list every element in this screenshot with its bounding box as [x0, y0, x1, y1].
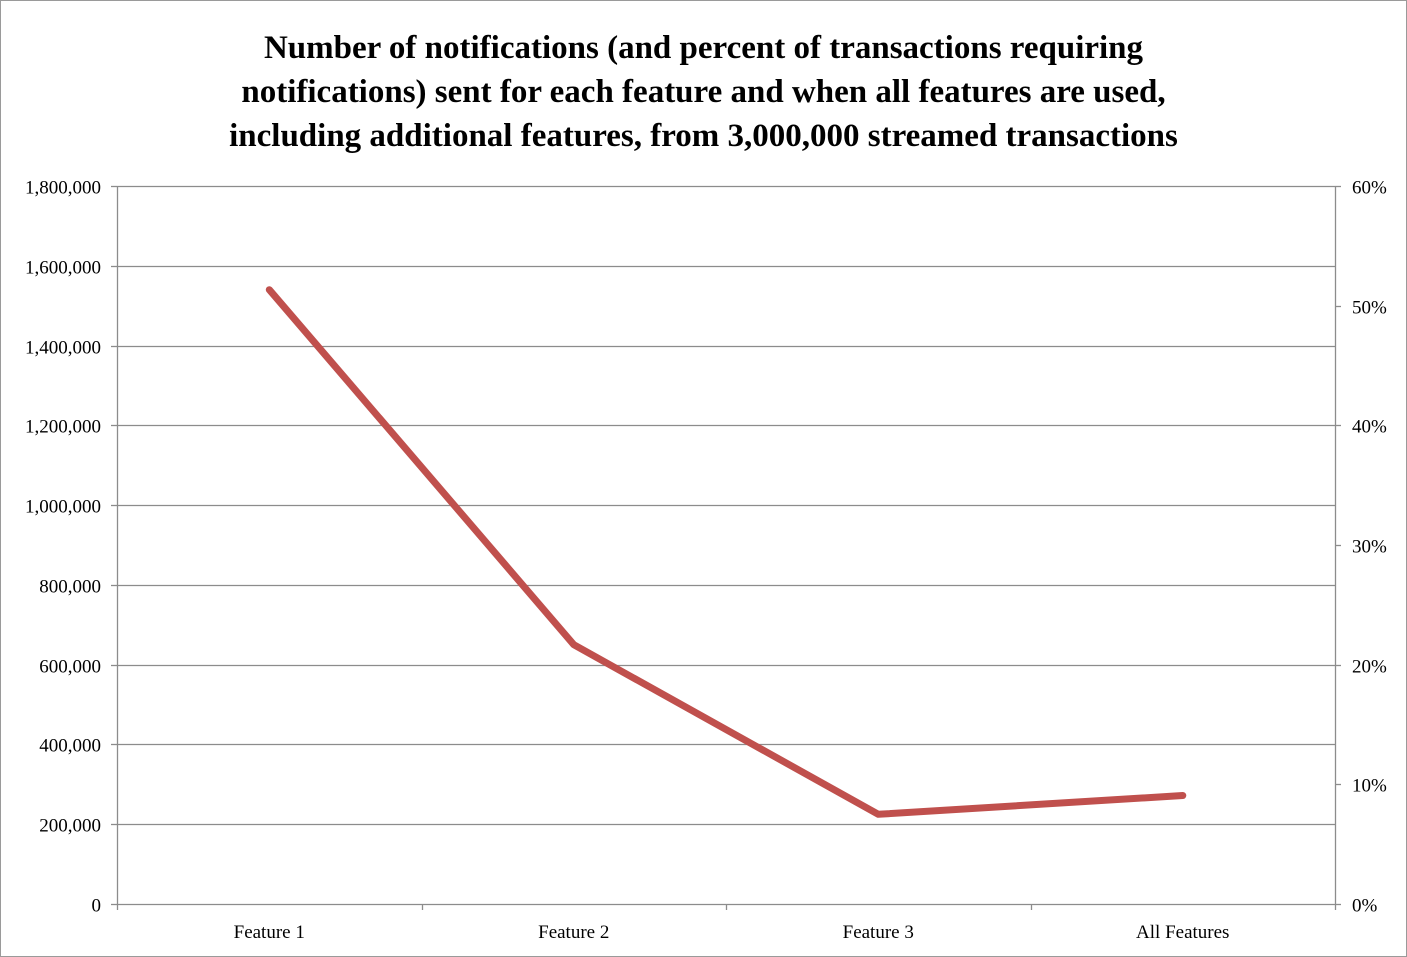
x-tick-label: All Features: [1136, 922, 1229, 943]
x-tick-label: Feature 3: [843, 922, 914, 943]
y-right-tick-label: 60%: [1352, 178, 1387, 199]
chart-title: Number of notifications (and percent of …: [0, 26, 1407, 158]
y-left-tick-label: 200,000: [39, 816, 101, 837]
y-right-tick-label: 10%: [1352, 776, 1387, 797]
y-left-tick-label: 400,000: [39, 736, 101, 757]
chart-title-line-2: notifications) sent for each feature and…: [241, 74, 1166, 110]
x-tick-label: Feature 1: [234, 922, 305, 943]
y-left-tick-label: 600,000: [39, 657, 101, 678]
y-right-tick-label: 20%: [1352, 657, 1387, 678]
y-right-tick-label: 50%: [1352, 298, 1387, 319]
y-left-tick-label: 1,400,000: [25, 338, 101, 359]
y-right-tick-label: 30%: [1352, 537, 1387, 558]
y-left-tick-label: 800,000: [39, 577, 101, 598]
series-line: [265, 286, 1187, 818]
x-tick-label: Feature 2: [538, 922, 609, 943]
chart-title-line-3: including additional features, from 3,00…: [229, 118, 1178, 154]
y-left-tick-label: 0: [92, 896, 102, 917]
y-right-tick-label: 40%: [1352, 417, 1387, 438]
y-left-tick-label: 1,200,000: [25, 417, 101, 438]
y-left-tick-label: 1,000,000: [25, 497, 101, 518]
chart-title-line-1: Number of notifications (and percent of …: [263, 30, 1144, 66]
y-left-tick-label: 1,600,000: [25, 258, 101, 279]
y-right-tick-label: 0%: [1352, 896, 1378, 917]
y-left-tick-label: 1,800,000: [25, 178, 101, 199]
